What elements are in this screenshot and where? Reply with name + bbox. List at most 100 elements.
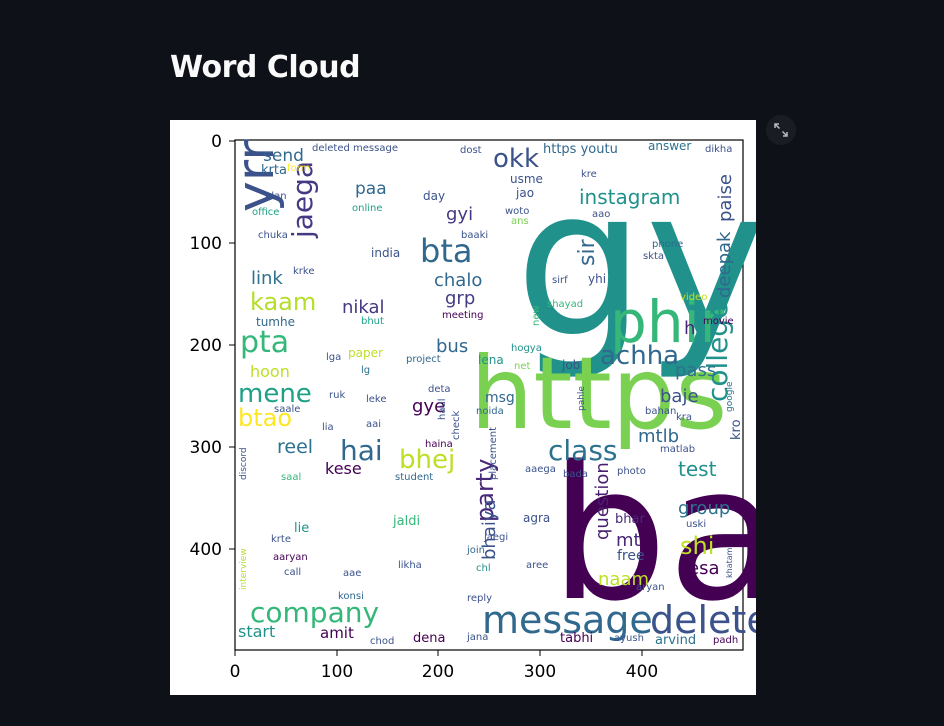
word-btao: btao: [238, 404, 292, 432]
x-tick-label: 100: [321, 662, 353, 682]
word-paise: paise: [715, 174, 736, 222]
x-tick-label: 400: [626, 662, 658, 682]
word-interview: interview: [239, 548, 249, 590]
word-konsi: konsi: [338, 591, 364, 602]
word-reply: reply: [467, 593, 492, 604]
word-leke: leke: [366, 394, 387, 405]
word-paa: paa: [355, 179, 387, 199]
word-chod: chod: [370, 636, 394, 647]
word-aao: aao: [592, 209, 610, 220]
word-jao: jao: [515, 186, 534, 200]
word-bhut: bhut: [361, 316, 384, 327]
word-baaki: baaki: [461, 230, 488, 241]
word-kese: kese: [325, 459, 362, 478]
x-tick-label: 300: [524, 662, 556, 682]
word-achha: achha: [600, 341, 679, 371]
word-free: free: [617, 548, 645, 564]
word-hogya: hogya: [511, 343, 542, 354]
word-job: job: [561, 358, 580, 372]
word-mt: mt: [616, 530, 641, 551]
word-baje: baje: [660, 386, 699, 407]
word-ans: ans: [511, 216, 529, 227]
y-tick-label: 100: [190, 234, 222, 254]
word-answer: answer: [648, 139, 691, 153]
word-okk: okk: [493, 144, 539, 174]
word-new: new: [531, 305, 542, 326]
word-project: project: [406, 354, 441, 365]
word-matlab: matlab: [660, 444, 695, 455]
axes-frame: [234, 139, 744, 651]
word-krta: krta: [261, 163, 287, 178]
word-company: company: [250, 596, 379, 629]
word-shayad: shayad: [547, 299, 583, 310]
word-amit: amit: [320, 624, 354, 642]
word-jaega: jaega: [286, 161, 319, 239]
wordcloud-figure: 0 100 200 300 400 0 100 200 300 400 gyab…: [170, 120, 944, 695]
word-question: question: [592, 462, 613, 540]
word-online: online: [352, 203, 383, 214]
word-phone: phone: [652, 239, 683, 250]
word-dikha: dikha: [705, 144, 732, 155]
word-pahle: pahle: [577, 386, 587, 411]
word-hai: hai: [340, 434, 383, 467]
word-start: start: [238, 622, 275, 641]
word-aae: aae: [343, 568, 361, 579]
word-saale: saale: [274, 404, 300, 415]
y-tick-label: 200: [190, 336, 222, 356]
word-day: day: [423, 189, 445, 203]
x-tick-label: 200: [422, 662, 454, 682]
word-jaegi: jaegi: [483, 532, 508, 543]
word-dost: dost: [460, 145, 482, 156]
word-discord: discord: [239, 447, 249, 480]
word-lga: lga: [326, 352, 341, 363]
word-skta: skta: [643, 251, 664, 262]
y-tick-label: 400: [190, 540, 222, 560]
word-haina: haina: [425, 439, 453, 450]
word-aryan: aryan: [636, 582, 665, 593]
word-meeting: meeting: [442, 310, 483, 321]
word-lie: lie: [294, 521, 309, 536]
word-krte: krte: [271, 534, 291, 545]
word-class: class: [548, 434, 618, 467]
word-test: test: [678, 457, 717, 481]
word-chl: chl: [476, 563, 491, 574]
y-axis: 0 100 200 300 400: [190, 132, 235, 560]
word-send: send: [263, 146, 304, 166]
word-google: google: [725, 381, 735, 412]
word-india: india: [371, 246, 400, 260]
word-call: call: [284, 567, 301, 578]
word-message: message: [482, 598, 653, 642]
word-tumhe: tumhe: [256, 315, 295, 329]
word-student: student: [395, 472, 433, 483]
word-office: office: [252, 207, 279, 218]
word-party: party: [471, 459, 499, 522]
word-deleted-message: deleted message: [312, 143, 398, 154]
word-photo: photo: [617, 466, 646, 477]
word-deta: deta: [428, 384, 451, 395]
word-jana: jana: [466, 632, 488, 643]
x-tick-label: 0: [230, 662, 241, 682]
fullscreen-button[interactable]: [766, 115, 796, 145]
word-deepak: deepak: [714, 231, 735, 298]
word-yrr: yrr: [226, 139, 286, 212]
word-jaldi: jaldi: [392, 514, 420, 529]
word-video: video: [680, 292, 707, 303]
y-tick-label: 0: [211, 132, 222, 152]
word-agra: agra: [523, 511, 550, 525]
word-bta: bta: [420, 232, 472, 270]
word-naam: naam: [598, 569, 649, 590]
word-haul: haul: [437, 398, 448, 420]
word-grp: grp: [445, 288, 475, 309]
word-aai: aai: [366, 419, 381, 430]
word-sir: sir: [575, 238, 600, 266]
word-nikal: nikal: [342, 297, 385, 318]
word-usme: usme: [510, 172, 543, 186]
word-bhar: bhar: [615, 512, 645, 527]
word-bahan: bahan: [645, 406, 676, 417]
word-krke: krke: [293, 266, 315, 277]
word-phir: phir: [610, 288, 724, 356]
word-h: h: [684, 318, 695, 339]
word-group: group: [678, 498, 730, 519]
word-aaega: aaega: [525, 464, 556, 475]
word-bus: bus: [436, 336, 468, 357]
